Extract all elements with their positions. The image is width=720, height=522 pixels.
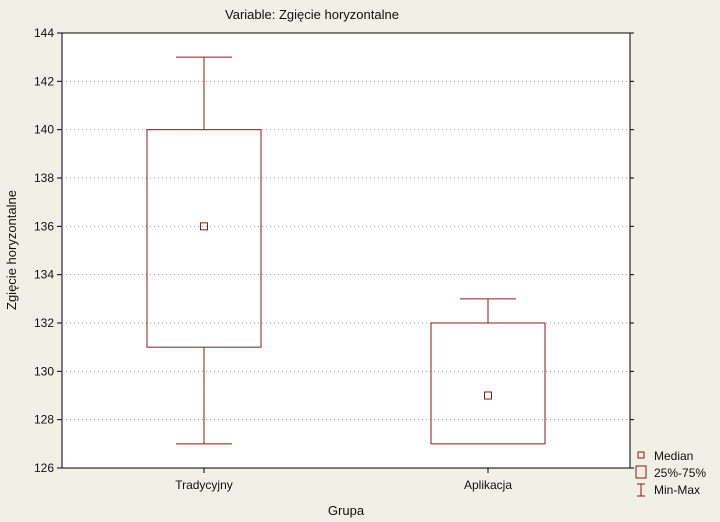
x-axis: Tradycyjny Aplikacja: [175, 468, 512, 492]
y-axis-label: Zgięcie horyzontalne: [4, 190, 19, 310]
y-tick-label: 140: [34, 123, 54, 137]
legend-median-marker: [637, 451, 645, 459]
y-tick-label: 136: [34, 219, 54, 233]
y-tick-label: 142: [34, 74, 54, 88]
chart-title: Variable: Zgięcie horyzontalne: [225, 7, 399, 22]
iqr-box: [146, 129, 262, 348]
y-tick-label: 132: [34, 316, 54, 330]
y-tick-label: 126: [34, 461, 54, 475]
legend-whisker-marker: [637, 483, 645, 497]
y-tick-label: 128: [34, 413, 54, 427]
gridlines: [62, 80, 630, 421]
y-tick-label: 138: [34, 171, 54, 185]
x-tick-label: Aplikacja: [464, 478, 512, 492]
y-tick-label: 134: [34, 268, 54, 282]
x-tick-label: Tradycyjny: [175, 478, 233, 492]
legend-median-label: Median: [654, 449, 693, 463]
legend-box-label: 25%-75%: [654, 466, 706, 480]
x-axis-label: Grupa: [328, 503, 365, 518]
median-marker: [484, 391, 492, 400]
iqr-box: [430, 322, 546, 445]
box-series: [146, 56, 546, 445]
legend-whisker-label: Min-Max: [654, 483, 700, 497]
y-tick-label: 144: [34, 26, 54, 40]
legend-box-marker: [635, 465, 647, 479]
median-marker: [200, 222, 208, 231]
y-tick-label: 130: [34, 364, 54, 378]
legend: Median 25%-75% Min-Max: [635, 449, 706, 497]
y-axis: 126 128 130 132 134 136 138 140 142 144: [34, 26, 634, 475]
plot-area: [61, 32, 631, 469]
